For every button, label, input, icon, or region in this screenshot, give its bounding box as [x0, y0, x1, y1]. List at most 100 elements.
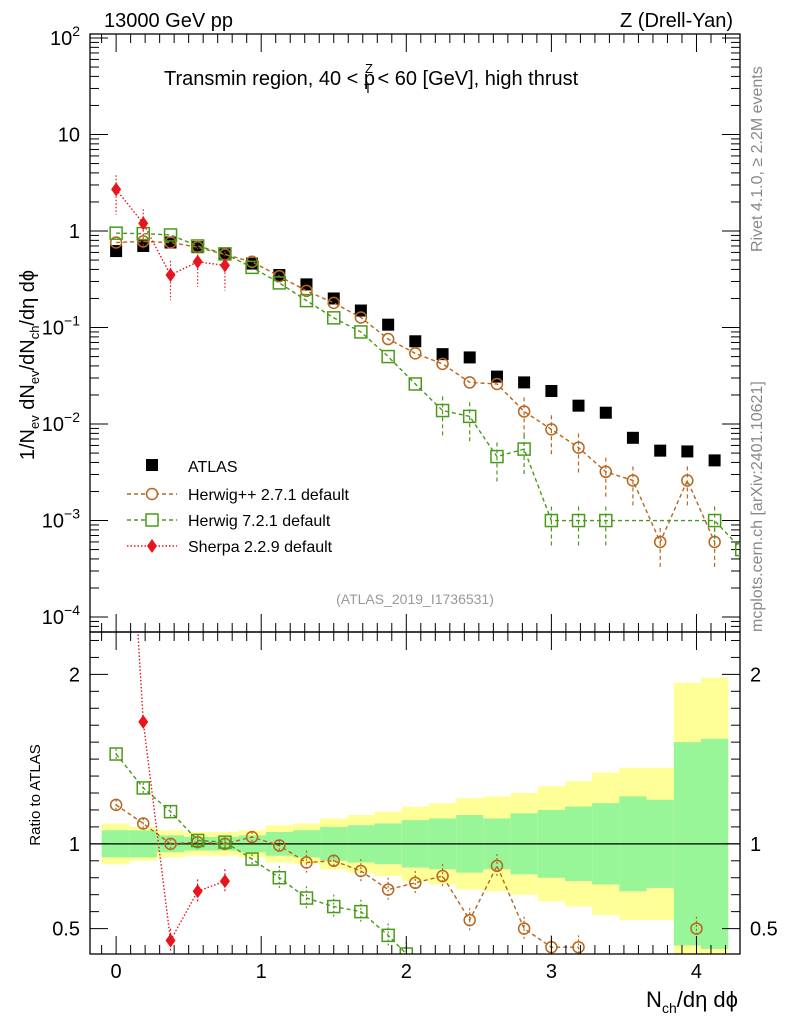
x-axis-label: Nch/dη dϕ	[646, 987, 738, 1016]
legend-marker-herwig7	[145, 513, 159, 527]
legend-atlas: ATLAS	[188, 459, 238, 476]
data-point-atlas	[545, 384, 558, 397]
header-right: Z (Drell-Yan)	[620, 10, 733, 32]
ratio-point-herwig7	[163, 804, 178, 819]
data-point-herwig7	[327, 311, 341, 325]
data-point-herwigpp	[300, 284, 313, 298]
yl-s2: ev	[27, 370, 42, 384]
y-tick-exponent: −2	[64, 409, 80, 425]
data-point-atlas	[382, 318, 395, 331]
y-tick-exponent: 2	[72, 23, 80, 39]
data-point-sherpa	[192, 254, 203, 269]
yl-p2: dN	[17, 384, 39, 415]
ratio-point-sherpa	[219, 874, 230, 889]
data-point-atlas	[626, 431, 639, 444]
ratio-line-herwigpp	[115, 804, 579, 948]
data-point-herwig7	[599, 513, 613, 528]
xl-rest: /dη dϕ	[677, 987, 738, 1012]
legend-marker-atlas	[146, 459, 158, 471]
ratio-point-herwigpp	[136, 817, 150, 830]
ratio-point-herwigpp	[381, 883, 395, 896]
ratio-point-herwigpp	[354, 864, 368, 878]
yl-s1: ev	[27, 415, 42, 429]
ratio-point-herwig7	[381, 928, 395, 943]
data-point-sherpa	[111, 182, 122, 197]
ratio-y-tick-label-right: 2	[750, 664, 761, 686]
ratio-point-herwig7	[109, 747, 123, 761]
data-point-atlas	[599, 406, 612, 419]
ratio-point-sherpa	[165, 933, 176, 948]
data-point-sherpa	[219, 258, 230, 273]
ratio-point-sherpa	[192, 884, 203, 899]
data-point-herwigpp	[109, 236, 123, 249]
header-left: 13000 GeV pp	[104, 10, 233, 32]
data-point-atlas	[436, 348, 449, 361]
y-tick-exponent: −3	[64, 506, 80, 522]
xl-main: N	[646, 987, 662, 1012]
ratio-point-herwigpp	[327, 854, 340, 868]
data-point-herwigpp	[136, 235, 150, 248]
data-point-herwigpp	[626, 474, 640, 487]
data-point-herwig7	[272, 276, 287, 290]
y-tick-label: 10−4	[42, 602, 80, 629]
data-point-herwig7	[163, 228, 178, 242]
data-point-herwig7	[462, 409, 477, 424]
y-tick-mantissa: 10	[42, 414, 64, 436]
ratio-point-sherpa	[111, 261, 121, 275]
main-panel	[89, 33, 741, 633]
rivet-label: Rivet 4.1.0, ≥ 2.2M events	[749, 66, 766, 252]
ratio-y-tick-label: 1	[69, 834, 80, 856]
analysis-id: (ATLAS_2019_I1736531)	[336, 591, 494, 607]
data-point-herwig7	[707, 513, 722, 528]
legend-herwig7: Herwig 7.2.1 default	[188, 513, 331, 530]
title-suffix: < 60 [GeV], high thrust	[372, 68, 579, 90]
data-point-herwig7	[354, 325, 368, 339]
ratio-point-herwigpp	[109, 798, 123, 812]
yl-p3: /dN	[17, 339, 39, 370]
y-tick-mantissa: 1	[69, 221, 80, 243]
y-tick-mantissa: 10	[42, 607, 64, 629]
ratio-panel	[89, 261, 741, 955]
data-point-herwig7	[571, 513, 586, 528]
yl-s3: ch	[27, 326, 42, 340]
data-point-herwigpp	[409, 347, 422, 360]
ratio-point-herwig7	[299, 891, 314, 905]
y-tick-label: 10−1	[42, 313, 80, 340]
data-point-atlas	[681, 445, 694, 458]
data-point-atlas	[137, 239, 150, 252]
data-point-herwigpp	[354, 311, 368, 324]
y-tick-label: 10−2	[42, 409, 80, 436]
data-point-herwigpp	[653, 535, 667, 549]
data-point-atlas	[409, 335, 422, 348]
x-tick-label: 2	[401, 961, 412, 983]
data-point-herwigpp	[436, 357, 449, 371]
data-point-herwig7	[109, 226, 123, 240]
mcplots-label: mcplots.cern.ch [arXiv:2401.10621]	[749, 381, 766, 632]
data-point-herwig7	[435, 403, 450, 418]
data-point-herwig7	[408, 377, 423, 391]
data-point-herwigpp	[681, 474, 694, 487]
data-point-herwigpp	[381, 332, 395, 346]
data-point-atlas	[110, 245, 123, 258]
data-point-herwig7	[734, 542, 740, 557]
ratio-y-tick-label: 0.5	[52, 919, 80, 941]
title-sup: Z	[365, 61, 373, 76]
y-tick-label: 10−3	[42, 506, 80, 533]
data-point-herwig7	[299, 293, 314, 308]
y-tick-exponent: −4	[64, 602, 80, 618]
y-tick-mantissa: 10	[42, 511, 64, 533]
ratio-point-herwigpp	[690, 922, 703, 935]
data-point-herwigpp	[463, 376, 476, 389]
data-point-herwig7	[245, 260, 259, 275]
ratio-point-herwig7	[190, 833, 205, 848]
ratio-point-herwig7	[354, 904, 368, 919]
y-tick-mantissa: 10	[58, 125, 80, 147]
ratio-point-herwigpp	[572, 940, 585, 954]
legend-marker-herwigpp	[145, 487, 159, 501]
ratio-point-herwig7	[327, 899, 341, 914]
data-point-sherpa	[138, 216, 149, 231]
data-point-sherpa	[165, 268, 176, 283]
y-axis-label: 1/Nev dNev/dNch/dη dϕ	[17, 270, 42, 460]
ratio-axis-label: Ratio to ATLAS	[27, 744, 44, 845]
data-point-atlas	[463, 351, 476, 364]
